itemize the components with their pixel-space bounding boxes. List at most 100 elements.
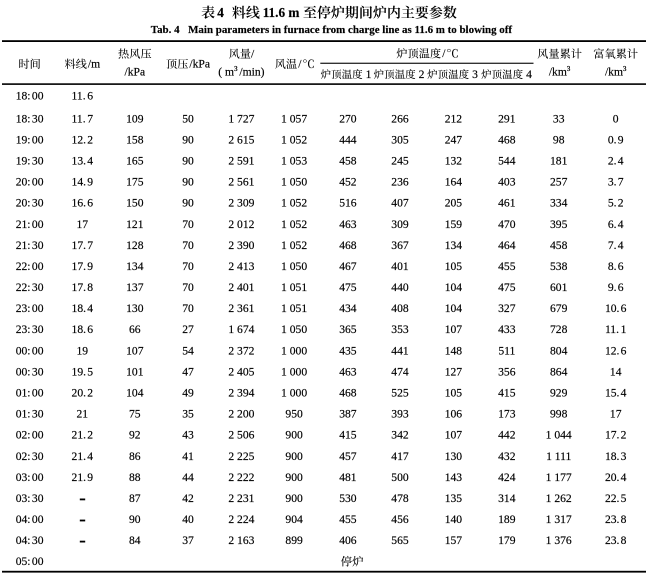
svg-text:212: 212 xyxy=(445,112,463,125)
svg-text:415: 415 xyxy=(498,387,516,400)
svg-text:6: 6 xyxy=(621,302,627,315)
svg-text:/: / xyxy=(251,48,255,61)
svg-text:0.: 0. xyxy=(608,133,617,146)
svg-text:1 111: 1 111 xyxy=(546,450,571,463)
svg-text:9.: 9. xyxy=(608,281,617,294)
svg-text:245: 245 xyxy=(391,155,409,168)
svg-text:18.: 18. xyxy=(605,450,620,463)
svg-text:106: 106 xyxy=(445,408,463,421)
svg-text:70: 70 xyxy=(182,281,194,294)
svg-text:432: 432 xyxy=(498,450,516,463)
svg-text:565: 565 xyxy=(391,534,409,547)
svg-text:601: 601 xyxy=(550,281,568,294)
svg-text:2 394: 2 394 xyxy=(228,387,254,400)
svg-text:12.: 12. xyxy=(72,133,87,146)
svg-text:2: 2 xyxy=(87,429,93,442)
svg-text:88: 88 xyxy=(129,471,141,484)
svg-text:43: 43 xyxy=(182,429,194,442)
svg-text:457: 457 xyxy=(339,450,357,463)
svg-text:9: 9 xyxy=(87,260,93,273)
svg-text:/min): /min) xyxy=(239,66,264,79)
svg-text:00: 00 xyxy=(32,471,44,484)
svg-text:22:: 22: xyxy=(16,260,31,273)
svg-text:440: 440 xyxy=(391,281,409,294)
svg-text:/kPa: /kPa xyxy=(124,66,145,79)
svg-text:105: 105 xyxy=(445,260,463,273)
svg-text:1 000: 1 000 xyxy=(281,344,307,357)
svg-text:463: 463 xyxy=(339,218,357,231)
svg-text:130: 130 xyxy=(445,450,463,463)
svg-text:864: 864 xyxy=(550,365,568,378)
svg-text:11.6 m: 11.6 m xyxy=(263,5,300,20)
svg-text:7.: 7. xyxy=(608,239,617,252)
svg-text:478: 478 xyxy=(391,492,409,505)
svg-text:18:: 18: xyxy=(16,90,31,103)
svg-text:257: 257 xyxy=(550,176,568,189)
svg-text:2 012: 2 012 xyxy=(228,218,254,231)
svg-text:5: 5 xyxy=(621,492,627,505)
svg-text:70: 70 xyxy=(182,302,194,315)
svg-text:474: 474 xyxy=(391,365,409,378)
svg-text:8.: 8. xyxy=(608,260,617,273)
svg-text:20:: 20: xyxy=(16,197,31,210)
svg-text:30: 30 xyxy=(32,450,44,463)
svg-text:04:: 04: xyxy=(16,513,31,526)
svg-text:30: 30 xyxy=(32,281,44,294)
svg-text:2 222: 2 222 xyxy=(228,471,254,484)
svg-text:3.: 3. xyxy=(608,176,617,189)
svg-text:236: 236 xyxy=(391,176,409,189)
svg-text:455: 455 xyxy=(498,260,516,273)
svg-text:444: 444 xyxy=(339,133,357,146)
svg-text:1 050: 1 050 xyxy=(281,323,307,336)
svg-text:2 390: 2 390 xyxy=(228,239,254,252)
svg-text:128: 128 xyxy=(126,239,144,252)
svg-text:4: 4 xyxy=(526,68,532,81)
svg-text:23.: 23. xyxy=(605,534,620,547)
svg-text:03:: 03: xyxy=(16,471,31,484)
svg-text:334: 334 xyxy=(550,197,568,210)
svg-text:2 401: 2 401 xyxy=(228,281,254,294)
svg-text:Tab. 4: Tab. 4 xyxy=(151,24,180,36)
svg-text:904: 904 xyxy=(285,513,303,526)
svg-text:468: 468 xyxy=(498,133,516,146)
svg-text:00: 00 xyxy=(32,513,44,526)
svg-text:247: 247 xyxy=(445,133,463,146)
svg-text:157: 157 xyxy=(445,534,463,547)
svg-text:1 052: 1 052 xyxy=(281,197,307,210)
svg-text:525: 525 xyxy=(391,387,409,400)
svg-text:30: 30 xyxy=(32,365,44,378)
svg-text:393: 393 xyxy=(391,408,409,421)
svg-text:30: 30 xyxy=(32,155,44,168)
svg-text:17.: 17. xyxy=(605,429,620,442)
svg-text:1 376: 1 376 xyxy=(546,534,572,547)
svg-text:4: 4 xyxy=(87,302,93,315)
svg-text:27: 27 xyxy=(182,323,194,336)
svg-text:9: 9 xyxy=(618,133,624,146)
svg-text:8: 8 xyxy=(87,281,93,294)
svg-text:164: 164 xyxy=(445,176,463,189)
svg-text:19: 19 xyxy=(77,344,89,357)
svg-text:19.: 19. xyxy=(72,365,87,378)
svg-text:728: 728 xyxy=(550,323,568,336)
svg-text:181: 181 xyxy=(550,155,568,168)
svg-text:899: 899 xyxy=(285,534,303,547)
svg-text:2: 2 xyxy=(87,133,93,146)
svg-text:109: 109 xyxy=(126,112,144,125)
svg-text:33: 33 xyxy=(553,112,565,125)
svg-text:1 051: 1 051 xyxy=(281,302,307,315)
svg-text:/km: /km xyxy=(549,66,567,79)
svg-text:433: 433 xyxy=(498,323,516,336)
svg-text:401: 401 xyxy=(391,260,409,273)
svg-text:18.: 18. xyxy=(72,323,87,336)
svg-text:1 057: 1 057 xyxy=(281,112,307,125)
svg-text:1 000: 1 000 xyxy=(281,365,307,378)
svg-text:17.: 17. xyxy=(72,239,87,252)
svg-text:³: ³ xyxy=(234,64,238,77)
svg-text:5.: 5. xyxy=(608,197,617,210)
svg-text:2 591: 2 591 xyxy=(228,155,254,168)
svg-text:40: 40 xyxy=(182,513,194,526)
svg-text:( m: ( m xyxy=(218,66,234,79)
svg-text:14.: 14. xyxy=(72,176,87,189)
svg-text:18.: 18. xyxy=(72,302,87,315)
svg-text:44: 44 xyxy=(182,471,194,484)
